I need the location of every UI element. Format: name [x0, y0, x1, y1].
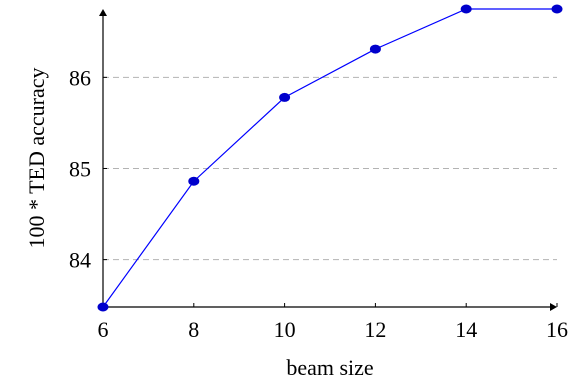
data-point-16: [551, 4, 563, 14]
x-tick-label-6: 6: [98, 317, 109, 342]
series-layer: [97, 4, 563, 312]
axes: [99, 9, 557, 311]
x-tick-label-16: 16: [546, 317, 568, 342]
data-point-12: [369, 44, 381, 54]
y-axis-label: 100 * TED accuracy: [24, 67, 49, 248]
y-ticks: 84 85 86: [69, 65, 107, 273]
x-tick-label-10: 10: [274, 317, 296, 342]
y-tick-label-85: 85: [69, 156, 91, 181]
data-point-14: [460, 4, 472, 14]
y-axis-arrowhead: [99, 9, 107, 16]
x-ticks: 6 8 10 12 14 16: [98, 303, 568, 342]
data-point-6: [97, 302, 109, 312]
x-axis-label: beam size: [286, 355, 373, 380]
data-point-10: [279, 92, 291, 102]
x-tick-label-8: 8: [188, 317, 199, 342]
y-tick-label-86: 86: [69, 65, 91, 90]
x-axis-arrowhead: [550, 303, 557, 311]
x-tick-label-14: 14: [455, 317, 477, 342]
y-tick-label-84: 84: [69, 248, 91, 273]
x-tick-label-12: 12: [364, 317, 386, 342]
series-line-0: [102, 8, 557, 308]
data-point-8: [188, 176, 200, 186]
gridlines: [103, 76, 557, 261]
